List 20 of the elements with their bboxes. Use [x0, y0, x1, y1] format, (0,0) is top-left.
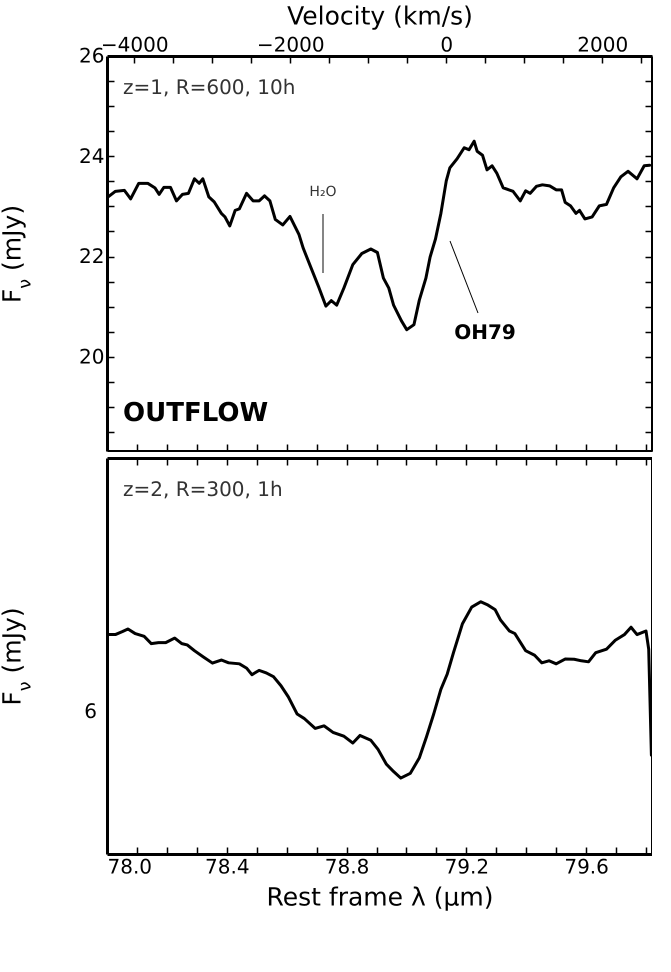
y-tick-label: 22 [79, 244, 104, 268]
x-tick-label: 78.0 [108, 854, 152, 878]
x-tick-label: 79.2 [444, 854, 490, 878]
text: z=2, R=300, 1h [123, 477, 283, 501]
x2-tick-label: −2000 [256, 32, 325, 56]
annotation: OH79 [454, 320, 516, 344]
annotation: z=1, R=600, 10h [123, 75, 296, 99]
x2-tick-label: 2000 [577, 32, 628, 56]
annotation: OUTFLOW [123, 398, 268, 428]
x2-axis-title: Velocity (km/s) [287, 2, 473, 30]
x-tick-label: 78.4 [205, 854, 250, 878]
y-tick-label: 24 [79, 144, 104, 168]
y-tick-label: 26 [79, 44, 104, 68]
x-tick-label: 78.8 [324, 854, 370, 878]
x-axis-title: Rest frame λ (μm) [266, 882, 494, 912]
x2-tick-label: 0 [440, 32, 454, 56]
x-tick-label: 79.6 [564, 854, 609, 878]
annotation: H₂O [309, 184, 337, 200]
y-tick-label: 20 [79, 344, 104, 368]
text: 6 [84, 699, 97, 723]
